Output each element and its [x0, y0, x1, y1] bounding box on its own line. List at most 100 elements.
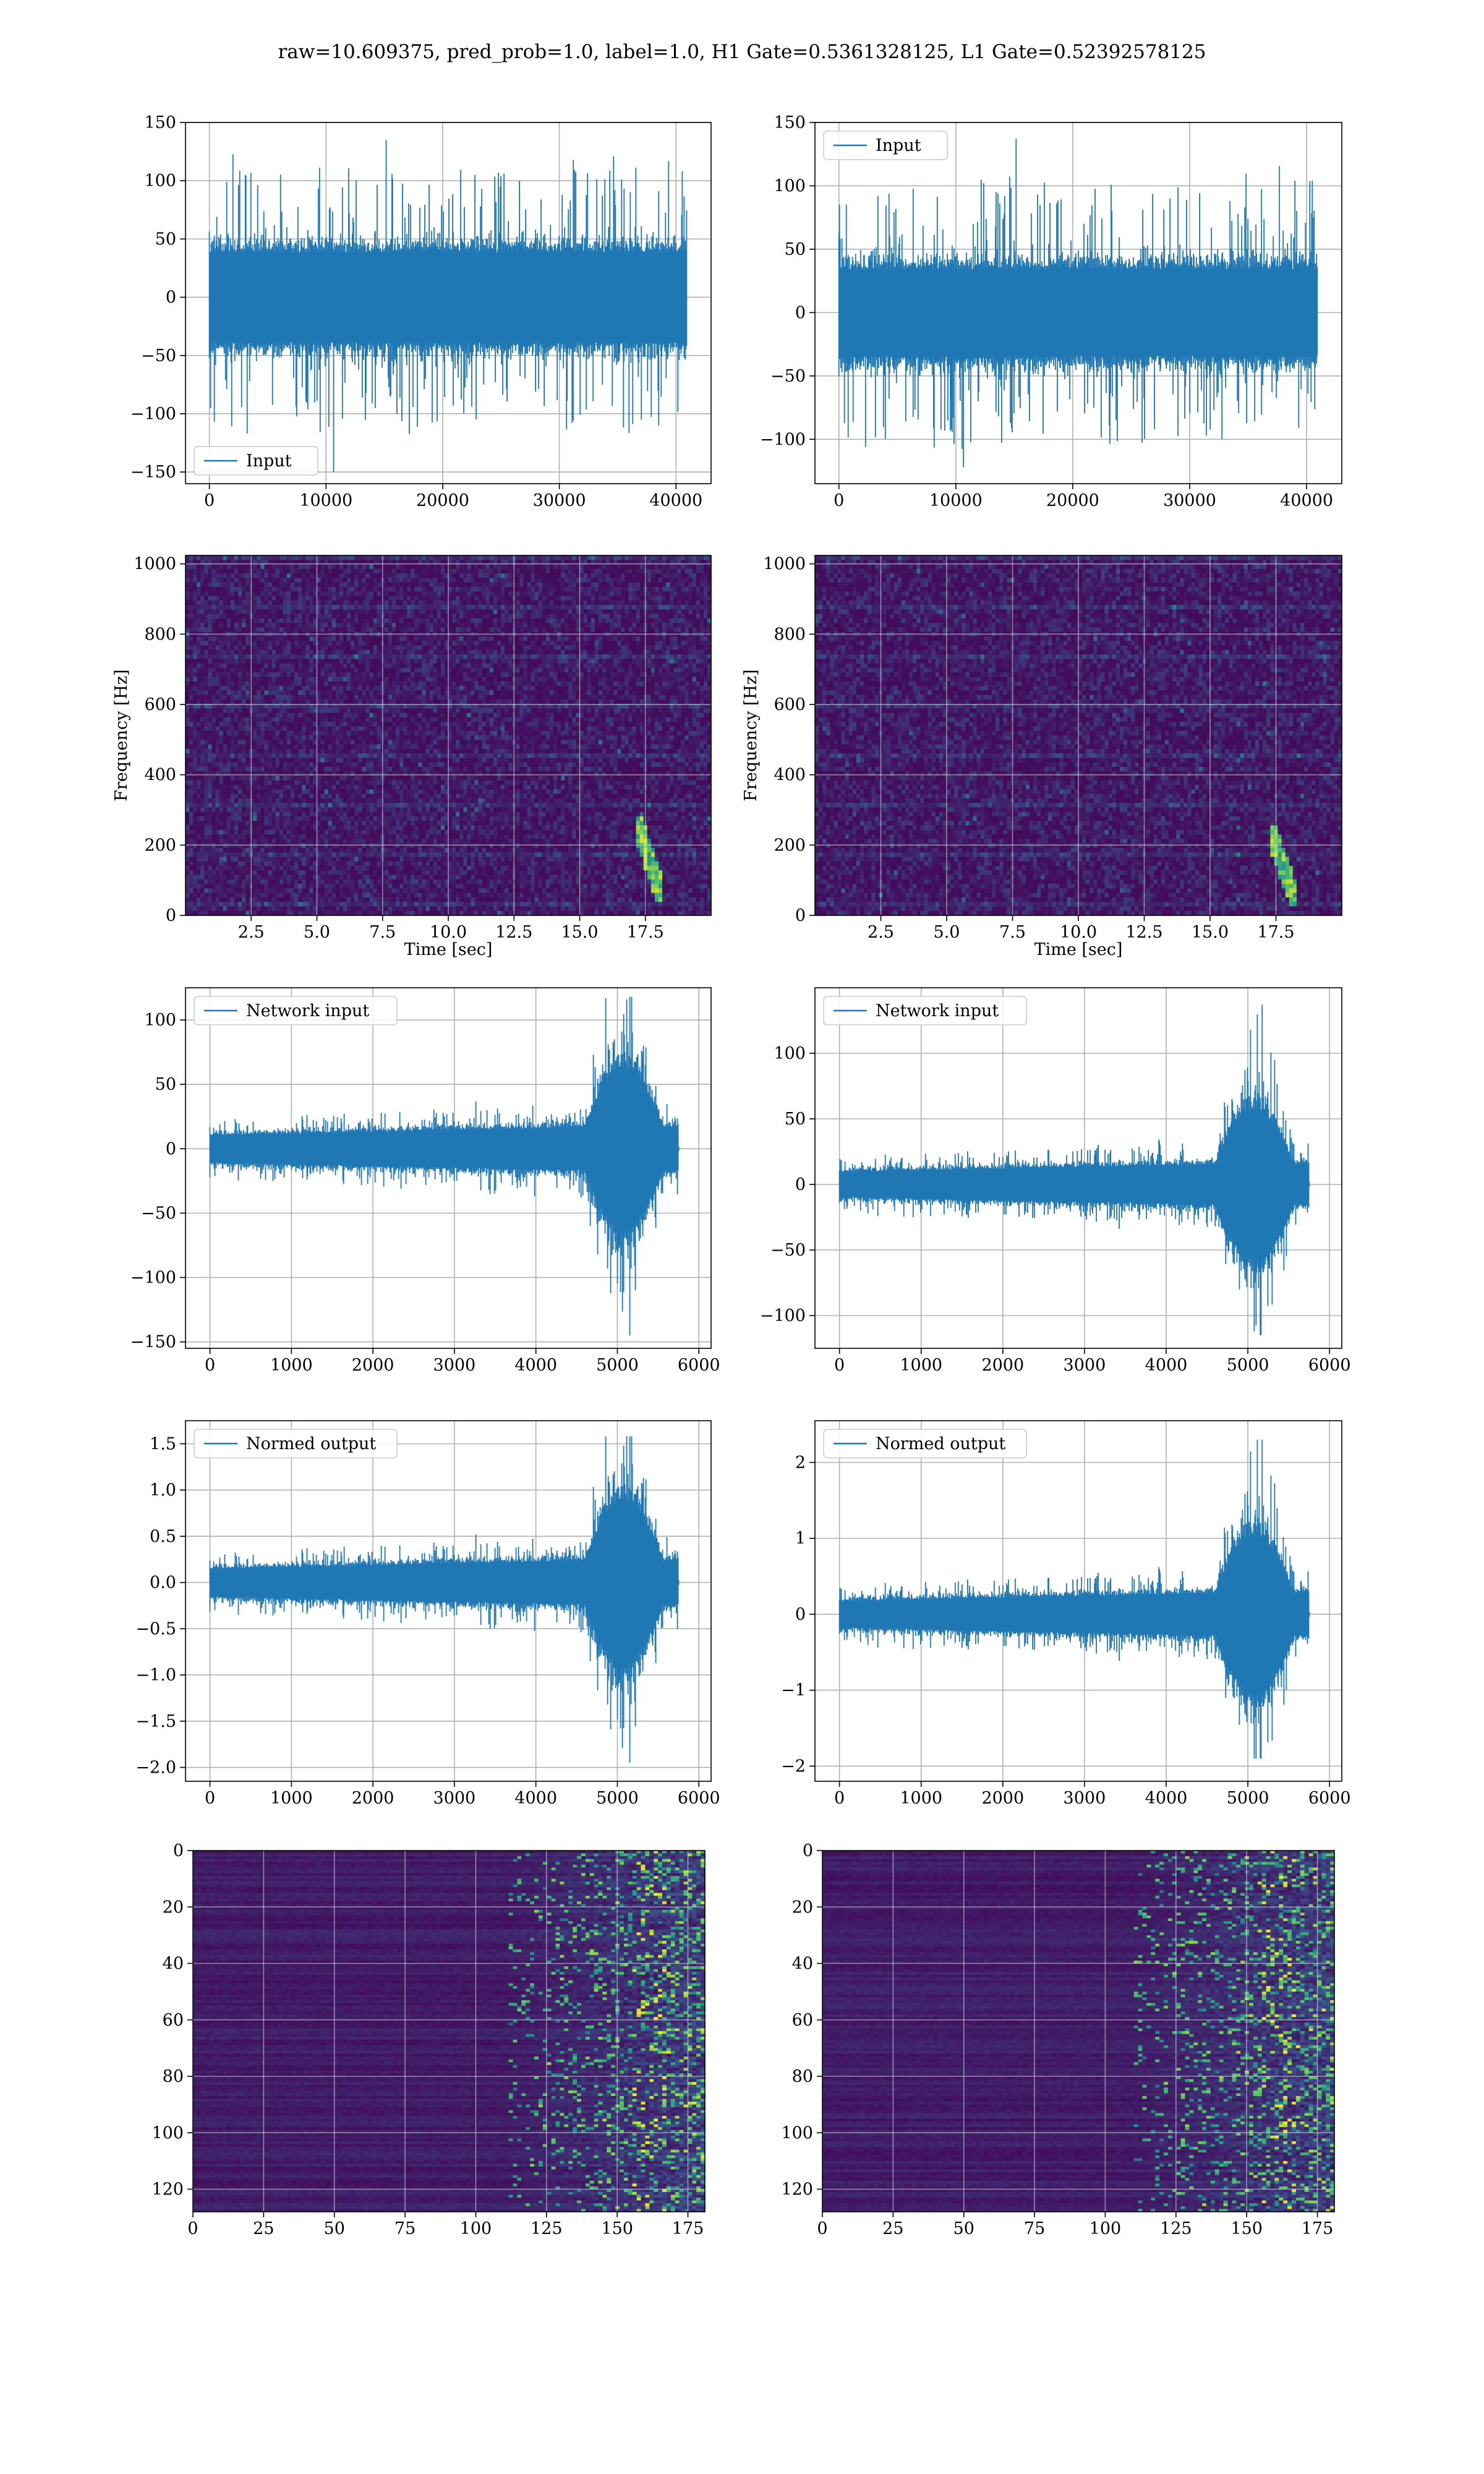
heatmap-cell	[298, 591, 302, 597]
heatmap-cell	[478, 591, 483, 597]
heatmap-cell	[268, 690, 273, 696]
heatmap-cell	[433, 596, 438, 601]
heatmap-cell	[294, 586, 299, 592]
heatmap-cell	[527, 645, 532, 651]
heatmap-cell	[286, 641, 291, 646]
heatmap-cell	[632, 645, 637, 651]
heatmap-cell	[452, 636, 456, 641]
heatmap-cell	[328, 573, 333, 578]
heatmap-cell	[632, 704, 637, 709]
heatmap-cell	[489, 695, 494, 700]
heatmap-cell	[647, 690, 652, 696]
heatmap-cell	[696, 614, 701, 619]
heatmap-cell	[275, 699, 280, 704]
heatmap-cell	[594, 596, 599, 601]
heatmap-cell	[650, 641, 655, 646]
heatmap-cell	[684, 695, 689, 700]
heatmap-cell	[437, 690, 441, 696]
heatmap-cell	[639, 663, 644, 669]
heatmap-cell	[684, 659, 689, 664]
heatmap-cell	[516, 618, 520, 623]
heatmap-cell	[606, 649, 610, 655]
heatmap-cell	[264, 578, 269, 583]
heatmap-cell	[331, 708, 336, 714]
heatmap-cell	[275, 681, 280, 687]
heatmap-cell	[538, 645, 543, 651]
heatmap-cell	[594, 708, 599, 714]
heatmap-cell	[223, 681, 228, 687]
heatmap-cell	[411, 690, 415, 696]
heatmap-cell	[291, 690, 295, 696]
heatmap-cell	[343, 623, 348, 628]
heatmap-cell	[508, 609, 513, 615]
heatmap-cell	[193, 586, 197, 592]
heatmap-cell	[411, 667, 415, 673]
heatmap-cell	[294, 578, 299, 583]
heatmap-cell	[328, 659, 333, 664]
heatmap-cell	[324, 578, 329, 583]
heatmap-cell	[204, 609, 209, 615]
heatmap-cell	[699, 564, 704, 570]
heatmap-cell	[459, 555, 464, 560]
heatmap-cell	[448, 605, 453, 610]
heatmap-cells	[186, 555, 712, 916]
heatmap-cell	[553, 708, 558, 714]
heatmap-cell	[437, 677, 441, 682]
heatmap-cell	[482, 560, 487, 565]
heatmap-cell	[632, 614, 637, 619]
heatmap-cell	[362, 677, 367, 682]
heatmap-cell	[659, 708, 663, 714]
heatmap-cell	[260, 609, 265, 615]
heatmap-cell	[358, 578, 362, 583]
heatmap-cell	[271, 663, 276, 669]
heatmap-cell	[200, 560, 205, 565]
heatmap-cell	[654, 685, 659, 691]
heatmap-cell	[437, 654, 441, 659]
heatmap-cell	[699, 672, 704, 678]
heatmap-cell	[309, 596, 314, 601]
heatmap-cell	[565, 591, 569, 597]
heatmap-cell	[369, 564, 374, 570]
heatmap-cell	[673, 685, 678, 691]
heatmap-cell	[186, 618, 190, 623]
heatmap-cell	[219, 636, 224, 641]
heatmap-cell	[223, 560, 228, 565]
heatmap-cell	[471, 623, 475, 628]
heatmap-cell	[448, 578, 453, 583]
heatmap-cell	[215, 609, 220, 615]
heatmap-cell	[474, 578, 479, 583]
heatmap-cell	[703, 582, 708, 588]
heatmap-cell	[384, 677, 389, 682]
heatmap-cell	[234, 654, 239, 659]
heatmap-cell	[670, 618, 674, 623]
heatmap-cell	[242, 690, 246, 696]
heatmap-cell	[313, 596, 318, 601]
heatmap-cell	[298, 654, 302, 659]
heatmap-cell	[204, 636, 209, 641]
heatmap-cell	[505, 654, 509, 659]
heatmap-cell	[433, 591, 438, 597]
heatmap-cell	[215, 690, 220, 696]
heatmap-cell	[238, 618, 242, 623]
heatmap-cell	[407, 609, 411, 615]
heatmap-cell	[422, 654, 427, 659]
heatmap-cell	[362, 699, 367, 704]
heatmap-cell	[437, 695, 441, 700]
heatmap-cell	[226, 636, 231, 641]
heatmap-cell	[696, 560, 701, 565]
heatmap-cell	[456, 600, 460, 606]
heatmap-cell	[681, 605, 686, 610]
heatmap-cell	[440, 568, 445, 574]
heatmap-cell	[331, 667, 336, 673]
heatmap-cell	[238, 568, 242, 574]
heatmap-cell	[670, 685, 674, 691]
heatmap-cell	[628, 573, 633, 578]
heatmap-cell	[610, 654, 614, 659]
heatmap-cell	[320, 690, 325, 696]
heatmap-cell	[613, 659, 618, 664]
heatmap-cell	[226, 685, 231, 691]
heatmap-cell	[253, 667, 257, 673]
heatmap-cell	[565, 578, 569, 583]
heatmap-cell	[335, 609, 340, 615]
heatmap-cell	[193, 690, 197, 696]
